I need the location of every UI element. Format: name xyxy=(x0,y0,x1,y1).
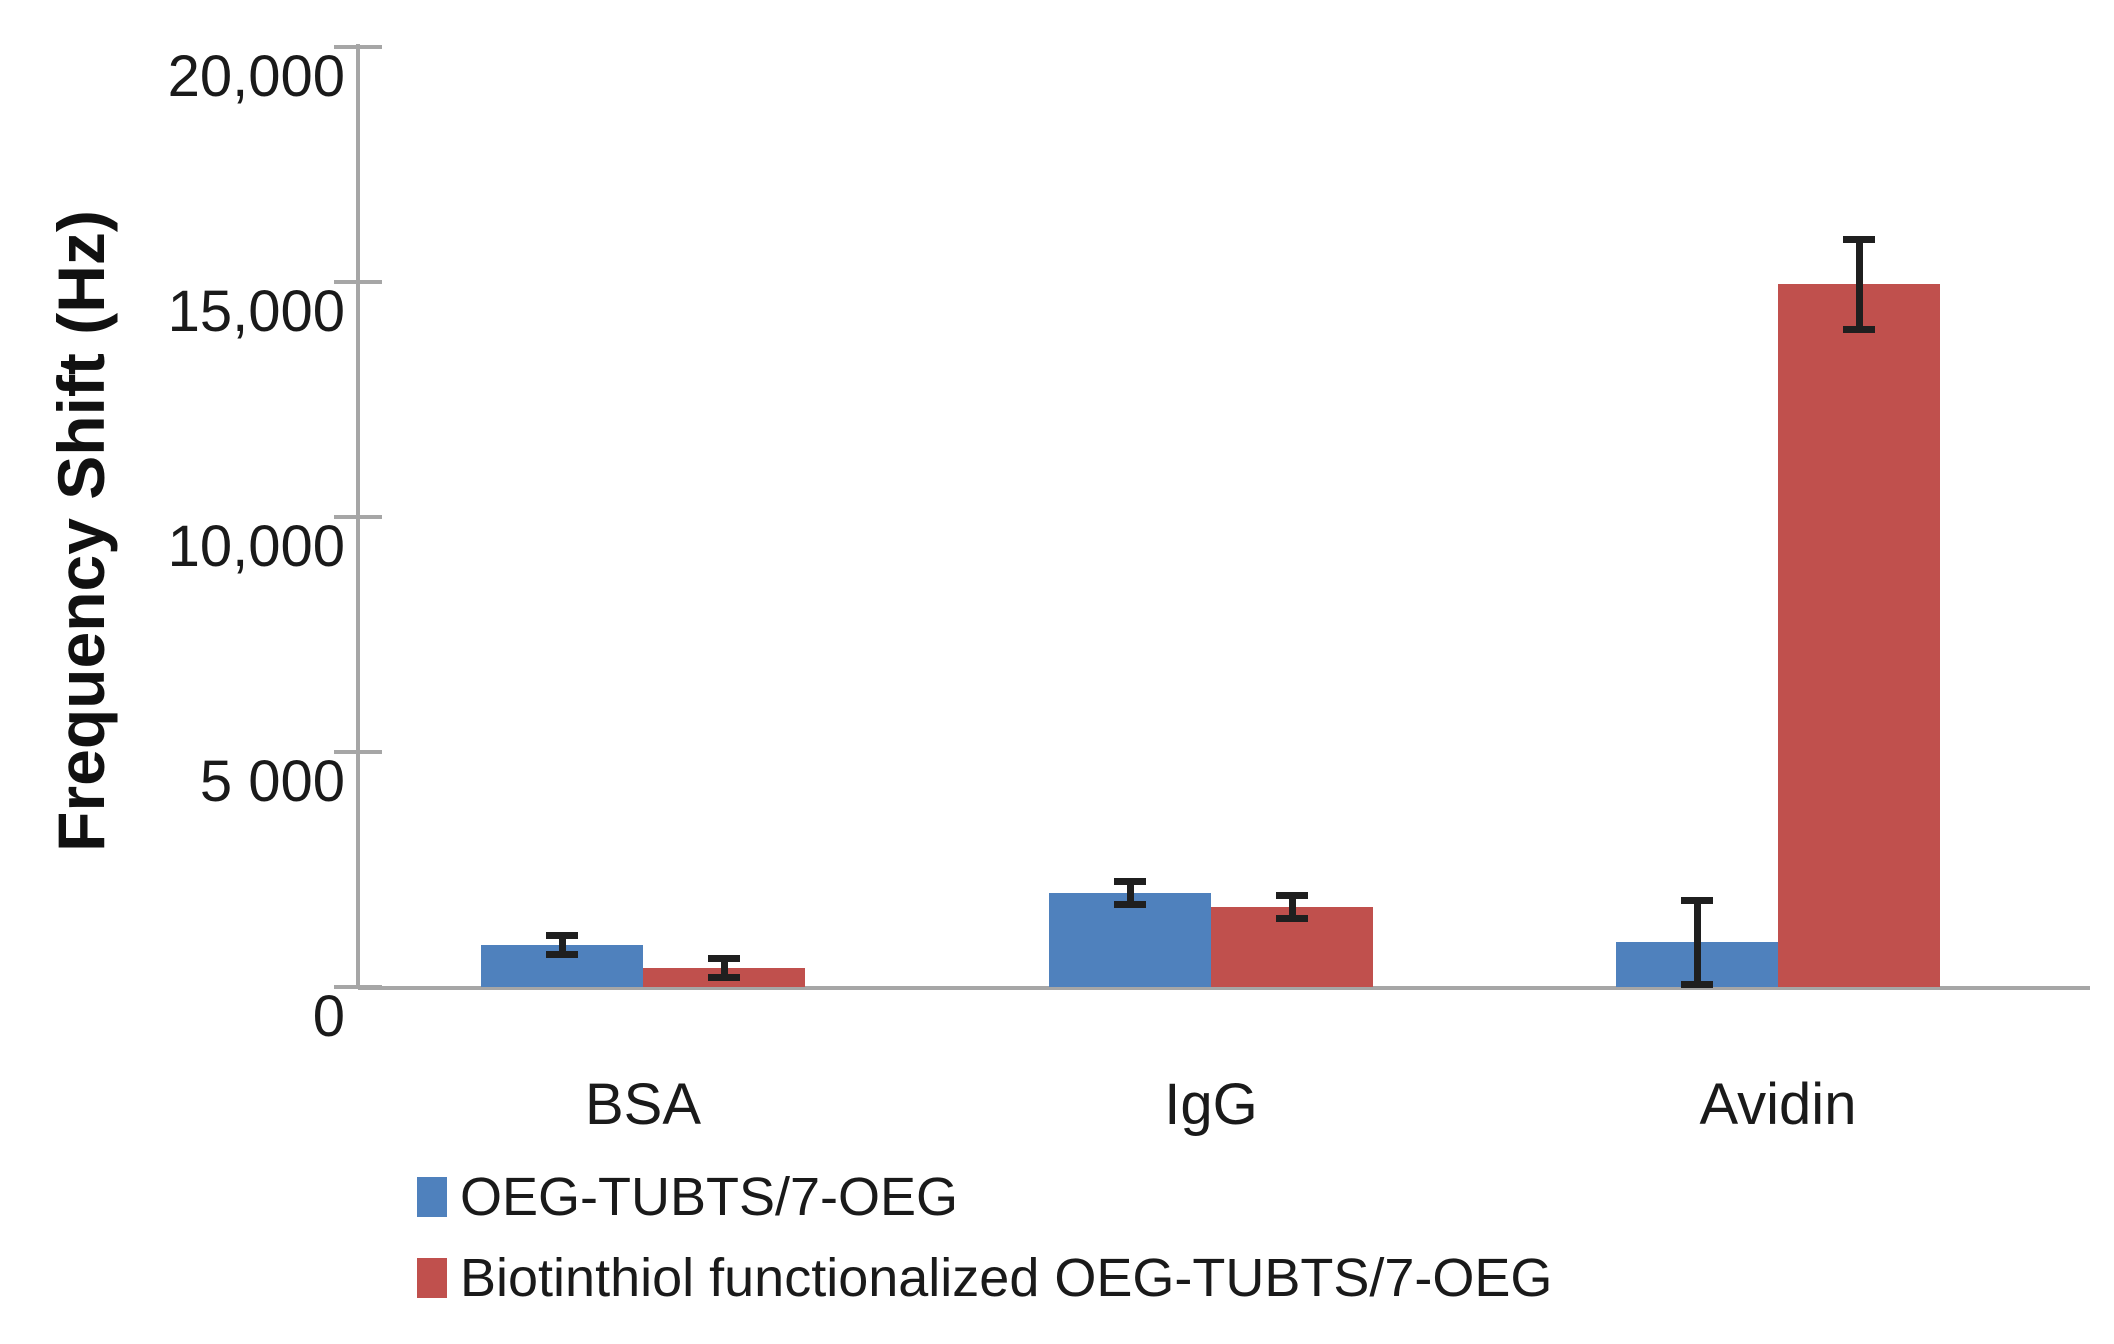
legend-swatch-red xyxy=(417,1258,447,1298)
y-tick-label: 15,000 xyxy=(167,279,345,344)
error-bar-line xyxy=(1855,239,1863,329)
y-tick xyxy=(334,985,382,989)
error-bar-cap-bottom xyxy=(1681,981,1713,989)
y-tick-label: 20,000 xyxy=(167,44,345,109)
error-bar-cap-bottom xyxy=(1843,325,1875,333)
error-bar-line xyxy=(1693,900,1701,985)
x-category-label-bsa: BSA xyxy=(584,1072,702,1137)
y-tick xyxy=(334,45,382,49)
y-tick-label: 5 000 xyxy=(199,749,345,814)
error-bar-cap-top xyxy=(708,955,740,963)
error-bar-cap-top xyxy=(1276,891,1308,899)
error-bar-line xyxy=(558,935,566,955)
y-tick xyxy=(334,750,382,754)
x-axis-line xyxy=(358,986,2090,990)
x-category-label-avidin: Avidin xyxy=(1699,1072,1857,1137)
error-bar-cap-bottom xyxy=(1276,915,1308,923)
error-bar-line xyxy=(720,958,728,978)
error-bar-cap-top xyxy=(1681,896,1713,904)
y-tick xyxy=(334,515,382,519)
y-axis-title: Frequency Shift (Hz) xyxy=(44,210,118,852)
error-bar-line xyxy=(1288,895,1296,919)
legend-swatch-blue xyxy=(417,1177,447,1217)
error-bar-cap-top xyxy=(1114,877,1146,885)
error-bar-cap-top xyxy=(1843,236,1875,244)
error-bar-cap-top xyxy=(546,931,578,939)
bar-Avidin-red xyxy=(1778,284,1940,987)
y-tick-label: 10,000 xyxy=(167,514,345,579)
error-bar-line xyxy=(1126,881,1134,905)
y-tick xyxy=(334,280,382,284)
x-category-label-igg: IgG xyxy=(1164,1072,1258,1137)
error-bar-cap-bottom xyxy=(546,950,578,958)
legend-label-red: Biotinthiol functionalized OEG-TUBTS/7-O… xyxy=(460,1248,1553,1308)
error-bar-cap-bottom xyxy=(1114,901,1146,909)
bar-IgG-blue xyxy=(1049,893,1211,987)
y-tick-label: 0 xyxy=(312,984,345,1049)
legend-label-blue: OEG-TUBTS/7-OEG xyxy=(460,1167,959,1227)
error-bar-cap-bottom xyxy=(708,974,740,982)
